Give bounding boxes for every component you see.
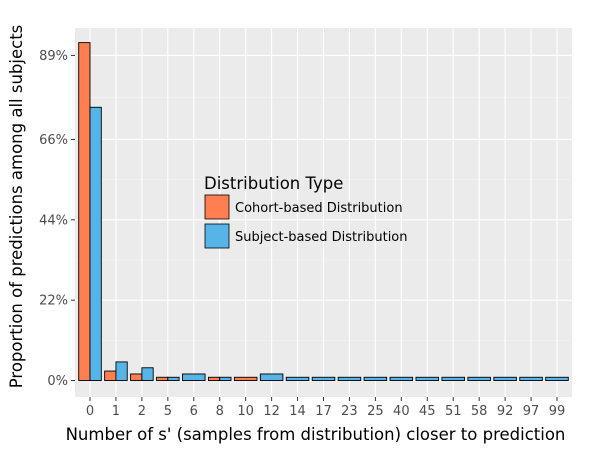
- x-tick-label: 1: [112, 404, 120, 419]
- bar-cohort-8: [207, 376, 221, 382]
- x-tick-label: 0: [86, 404, 94, 419]
- bar-cohort-10: [233, 376, 258, 382]
- bar-subject-6: [182, 373, 206, 382]
- bar-subject-58: [467, 376, 491, 382]
- bars-layer: [78, 42, 569, 382]
- x-tick-label: 40: [393, 404, 410, 419]
- bar-subject-14: [285, 376, 310, 382]
- bar-cohort-1: [104, 370, 117, 382]
- y-tick-label: 89%: [39, 49, 68, 64]
- bar-subject-2: [141, 367, 154, 382]
- bar-subject-51: [441, 376, 465, 382]
- bar-subject-97: [519, 376, 543, 382]
- bar-subject-23: [337, 376, 362, 382]
- y-tick-label: 44%: [39, 213, 68, 228]
- x-tick-label: 8: [216, 404, 224, 419]
- legend-key-cohort: [204, 194, 230, 220]
- bar-subject-25: [363, 376, 388, 382]
- x-tick-label: 12: [263, 404, 280, 419]
- x-tick-label: 23: [341, 404, 358, 419]
- x-tick-label: 10: [237, 404, 254, 419]
- bar-subject-12: [259, 373, 284, 382]
- y-tick-label: 22%: [39, 294, 68, 309]
- legend-label-cohort: Cohort-based Distribution: [235, 201, 403, 216]
- x-tick-label: 6: [190, 404, 198, 419]
- legend-title: Distribution Type: [204, 174, 343, 193]
- x-tick-label: 25: [367, 404, 384, 419]
- bar-cohort-5: [156, 376, 169, 382]
- x-tick-label: 51: [445, 404, 462, 419]
- x-tick-label: 58: [471, 404, 488, 419]
- x-axis-ticks: 0 1 2 5 6 8 10 12 14 17 23 25 40 45 51 58 92 97 99: [86, 397, 565, 419]
- y-tick-label: 0%: [47, 374, 68, 389]
- bar-subject-17: [311, 376, 336, 382]
- legend-label-subject: Subject-based Distribution: [235, 230, 408, 245]
- bar-subject-0: [89, 106, 102, 382]
- bar-subject-99: [545, 376, 569, 382]
- x-tick-label: 92: [497, 404, 514, 419]
- bar-cohort-2: [130, 373, 143, 382]
- bar-subject-8: [219, 376, 232, 382]
- x-tick-label: 14: [289, 404, 306, 419]
- legend-key-subject: [204, 223, 230, 249]
- legend: Distribution Type Cohort-based Distribut…: [204, 174, 408, 249]
- bar-subject-92: [493, 376, 517, 382]
- y-axis-ticks: 0% 22% 44% 66% 89%: [39, 49, 75, 389]
- y-axis-title: Proportion of predictions among all subj…: [7, 25, 26, 389]
- x-tick-label: 97: [523, 404, 540, 419]
- x-tick-label: 17: [315, 404, 332, 419]
- x-tick-label: 5: [164, 404, 172, 419]
- x-tick-label: 45: [419, 404, 436, 419]
- bar-subject-1: [115, 361, 128, 382]
- bar-subject-5: [167, 376, 180, 382]
- x-tick-label: 99: [549, 404, 566, 419]
- x-tick-label: 2: [138, 404, 146, 419]
- bar-subject-45: [415, 376, 440, 382]
- y-tick-label: 66%: [39, 133, 68, 148]
- x-axis-title: Number of s' (samples from distribution)…: [66, 425, 566, 444]
- bar-cohort-0: [78, 42, 91, 382]
- bar-subject-40: [389, 376, 414, 382]
